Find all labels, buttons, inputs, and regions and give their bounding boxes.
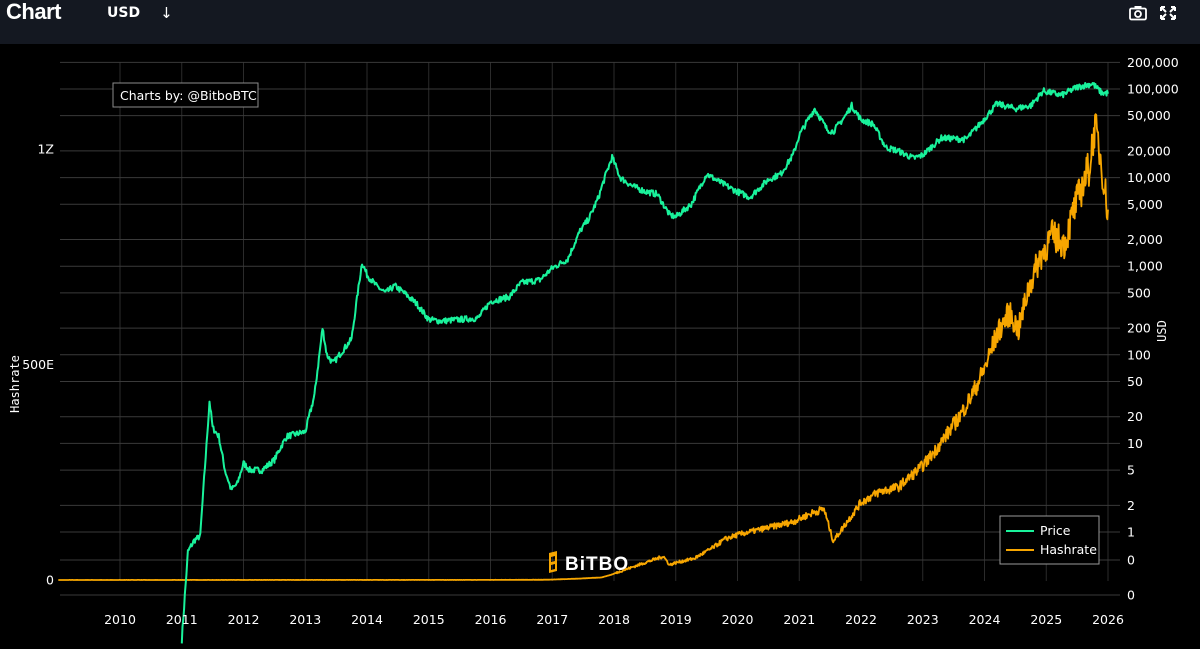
right-tick-10: 100 [1127,347,1151,362]
credit-box: Charts by: @BitboBTC [112,82,259,108]
right-tick-7: 1,000 [1127,259,1163,274]
legend-price-label: Price [1040,523,1071,538]
right-tick-6: 2,000 [1127,232,1163,247]
right-tick-2: 50,000 [1127,108,1171,123]
right-tick-3: 20,000 [1127,143,1171,158]
bitbo-logo-icon [549,551,557,573]
x-tick-2020: 2020 [722,612,754,627]
left-tick-1Z: 1Z [37,142,54,157]
right-tick-5: 5,000 [1127,197,1163,212]
x-tick-2014: 2014 [351,612,383,627]
arrow-down-icon: ↓ [160,4,173,22]
right-tick-0: 200,000 [1127,55,1179,70]
expand-icon[interactable] [1158,4,1178,22]
x-tick-2012: 2012 [228,612,260,627]
right-axis-title: USD [1155,320,1169,342]
bitbo-watermark: BiTBO [549,551,629,575]
right-tick-17: 0 [1127,553,1135,568]
left-tick-500E: 500E [22,357,54,372]
x-tick-2018: 2018 [598,612,630,627]
x-tick-2024: 2024 [969,612,1001,627]
x-tick-2013: 2013 [289,612,321,627]
x-tick-2010: 2010 [104,612,136,627]
legend-hashrate-label: Hashrate [1040,542,1097,557]
price-line [180,82,1109,644]
x-tick-2022: 2022 [845,612,877,627]
currency-selector[interactable]: USD ↓ [107,4,173,22]
left-axis-title: Hashrate [8,355,22,413]
horizontal-grid [60,61,1120,596]
watermark-text: BiTBO [565,554,629,575]
hashrate-line [58,113,1109,581]
top-bar: Chart USD ↓ [0,0,1200,44]
left-tick-0: 0 [46,573,54,588]
right-tick-4: 10,000 [1127,170,1171,185]
right-tick-11: 50 [1127,374,1143,389]
right-tick-1: 100,000 [1127,82,1179,97]
currency-label: USD [107,5,141,21]
price-series [180,82,1109,644]
right-tick-9: 200 [1127,321,1151,336]
right-tick-16: 1 [1127,525,1135,540]
x-tick-2016: 2016 [475,612,507,627]
legend: Price Hashrate [999,515,1100,565]
chart-area: Charts by: @BitboBTC BiTBO 0 500E 1Z Hashr… [8,55,1179,644]
x-tick-2021: 2021 [783,612,815,627]
right-tick-15: 2 [1127,498,1135,513]
right-axis: 200,000 100,000 50,000 20,000 10,000 5,000 2,0… [1127,55,1179,603]
right-tick-14: 5 [1127,463,1135,478]
x-tick-2011: 2011 [166,612,198,627]
toolbar [1128,4,1178,22]
x-tick-2026: 2026 [1092,612,1124,627]
x-tick-2019: 2019 [660,612,692,627]
right-tick-8: 500 [1127,285,1151,300]
right-tick-13: 10 [1127,436,1143,451]
x-tick-2015: 2015 [413,612,445,627]
left-axis: 0 500E 1Z [22,142,54,588]
vertical-grid [119,62,1109,581]
x-tick-2017: 2017 [536,612,568,627]
credit-text: Charts by: @BitboBTC [120,88,257,103]
hashrate-series [58,113,1109,581]
camera-icon[interactable] [1128,4,1148,22]
right-tick-12: 20 [1127,409,1143,424]
page-title: Chart [6,0,61,24]
right-tick-18: 0 [1127,588,1135,603]
x-tick-2023: 2023 [907,612,939,627]
x-axis: 2010 2011 2012 2013 2014 2015 2016 2017 2018 2019… [104,612,1124,627]
x-tick-2025: 2025 [1030,612,1062,627]
